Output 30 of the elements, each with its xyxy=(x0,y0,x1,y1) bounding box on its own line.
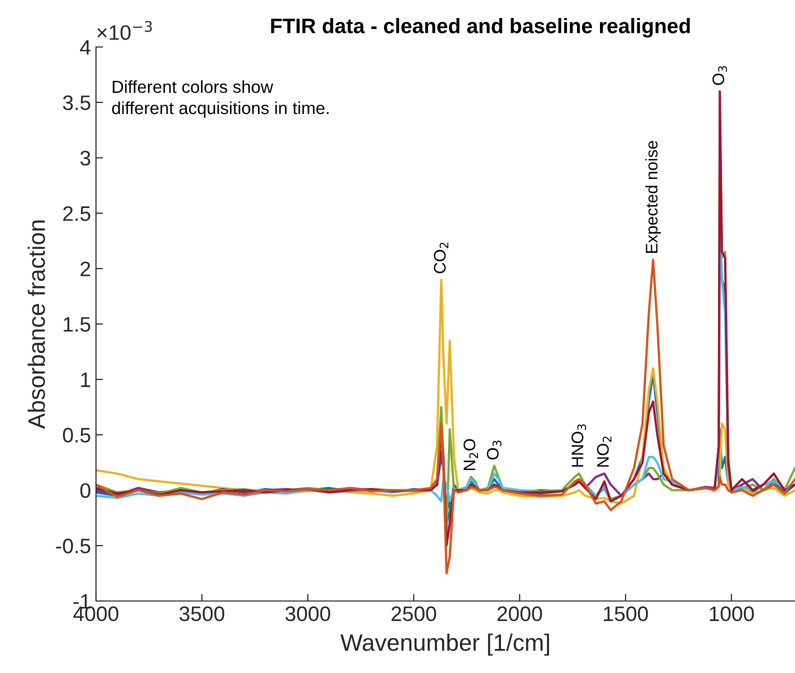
annotation: NO$_{2}$ xyxy=(597,436,612,467)
y-tick-label: -0.5 xyxy=(56,538,90,554)
annotation: HNO$_{3}$ xyxy=(572,424,586,467)
x-tick-label: 1500 xyxy=(604,606,648,622)
y-tick-label: 2.5 xyxy=(63,206,90,221)
y-tick-label: 1 xyxy=(81,372,90,387)
annotation: Expected noise xyxy=(645,140,661,253)
text: ×10$^{−3}$ xyxy=(97,20,152,40)
y-tick-label: 4 xyxy=(80,40,91,55)
x-tick-label: 4000 xyxy=(73,606,118,622)
x-axis-title: Wavenumber [1/cm] xyxy=(340,634,550,656)
chart-title: FTIR data - cleaned and baseline realigned xyxy=(271,18,690,38)
y-tick-label: 1.5 xyxy=(64,317,90,332)
y-axis-title: Absorbance fraction xyxy=(28,220,46,429)
y-tick-label: 0 xyxy=(80,483,90,498)
annotation: O$_{3}$ xyxy=(712,66,727,85)
annotation: Different colors show different acquisitions in time. xyxy=(112,80,329,118)
y-tick-label: 3.5 xyxy=(62,95,90,110)
y-tick-label: 3 xyxy=(80,150,90,166)
annotation: O$_{3}$ xyxy=(486,440,502,460)
x-tick-label: 2000 xyxy=(498,606,542,622)
line-series xyxy=(96,278,795,505)
x-tick-label: 3500 xyxy=(180,606,224,622)
y-tick-label: 0.5 xyxy=(62,428,90,443)
x-tick-label: 2500 xyxy=(392,606,436,622)
x-tick-label: 1000 xyxy=(710,606,754,622)
y-tick-label: 2 xyxy=(80,262,90,276)
annotation: CO$_{2}$ xyxy=(434,242,448,274)
x-tick-label: 3000 xyxy=(285,606,330,622)
annotation: N$_{2}$O xyxy=(464,439,478,470)
